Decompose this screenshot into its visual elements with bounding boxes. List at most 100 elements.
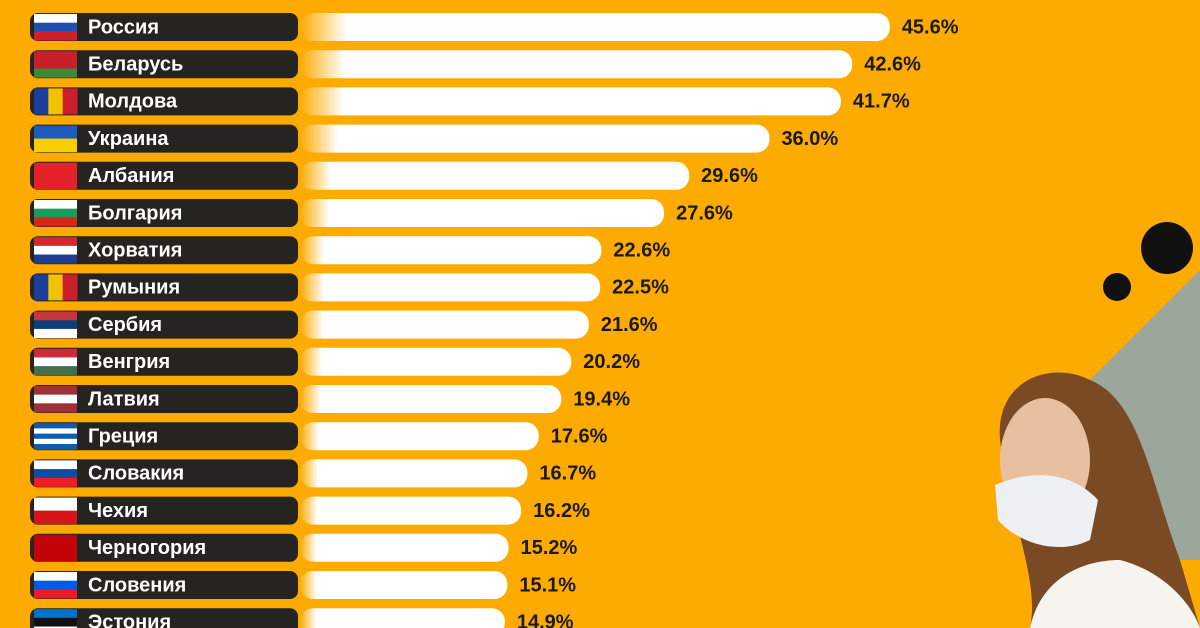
- bar: [300, 533, 509, 562]
- flag-stripe: [34, 510, 77, 525]
- bar: [300, 310, 589, 339]
- flag-stripe: [34, 572, 77, 582]
- flag-stripe: [34, 14, 77, 24]
- bar: [300, 385, 562, 413]
- label-pill: [30, 385, 298, 413]
- bar: [300, 87, 841, 116]
- category-label: Чехия: [88, 500, 148, 522]
- label-pill: [30, 13, 298, 41]
- flag-stripe: [34, 274, 49, 301]
- category-label: Греция: [88, 425, 158, 447]
- label-pill: [30, 273, 298, 302]
- value-label: 41.7%: [853, 91, 910, 113]
- value-label: 16.7%: [539, 463, 596, 485]
- category-label: Сербия: [88, 314, 162, 336]
- bar: [300, 422, 539, 451]
- bar: [300, 459, 528, 488]
- flag-stripe: [34, 497, 77, 512]
- flag-stripe: [34, 444, 77, 450]
- category-label: Эстония: [88, 611, 171, 628]
- bar: [300, 161, 690, 190]
- bar: [300, 608, 505, 628]
- label-pill: [30, 608, 298, 628]
- flag-stripe: [34, 162, 77, 177]
- category-label: Румыния: [88, 277, 180, 299]
- flag-stripe: [34, 200, 77, 210]
- category-label: Хорватия: [88, 239, 182, 261]
- value-label: 15.1%: [519, 574, 576, 596]
- flag-stripe: [34, 68, 77, 78]
- category-label: Латвия: [88, 388, 160, 410]
- value-label: 19.4%: [573, 388, 630, 410]
- bar: [300, 124, 770, 153]
- flag-stripe: [34, 245, 77, 256]
- category-label: Россия: [88, 16, 159, 38]
- flag-stripe: [34, 609, 77, 619]
- value-label: 27.6%: [676, 202, 733, 224]
- flag-stripe: [34, 125, 77, 140]
- value-label: 21.6%: [601, 314, 658, 336]
- bar: [300, 13, 890, 41]
- flag-stripe: [34, 386, 77, 396]
- flag-stripe: [34, 59, 77, 70]
- value-label: 20.2%: [583, 351, 640, 373]
- bar: [300, 236, 602, 265]
- category-label: Молдова: [88, 91, 178, 113]
- category-label: Венгрия: [88, 351, 170, 373]
- flag-stripe: [62, 274, 78, 301]
- bar: [300, 199, 665, 227]
- flag-stripe: [34, 31, 77, 41]
- label-pill: [30, 50, 298, 79]
- label-pill: [30, 422, 298, 451]
- label-pill: [30, 310, 298, 339]
- flag-stripe: [34, 547, 77, 562]
- flag-stripe: [34, 580, 77, 590]
- flag-stripe: [34, 138, 77, 153]
- bar: [300, 571, 508, 599]
- flag-stripe: [34, 589, 77, 599]
- flag-stripe: [34, 357, 77, 367]
- flag-stripe: [34, 534, 77, 549]
- flag-stripe: [34, 217, 77, 227]
- value-label: 15.2%: [521, 537, 578, 559]
- label-pill: [30, 347, 298, 376]
- label-pill: [30, 571, 298, 599]
- value-label: 22.5%: [612, 277, 669, 299]
- category-label: Черногория: [88, 537, 206, 559]
- flag-stripe: [34, 433, 77, 440]
- category-label: Беларусь: [88, 53, 183, 75]
- decoration: [995, 222, 1200, 628]
- flag-stripe: [34, 175, 77, 190]
- value-label: 14.9%: [517, 611, 574, 628]
- label-pill: [30, 161, 298, 190]
- flag-stripe: [34, 22, 77, 32]
- flag-stripe: [34, 428, 77, 435]
- flag-stripe: [34, 403, 77, 413]
- flag-stripe: [34, 348, 77, 358]
- value-label: 45.6%: [902, 16, 959, 38]
- bar: [300, 496, 522, 525]
- value-label: 22.6%: [613, 239, 670, 261]
- flag-stripe: [62, 88, 78, 115]
- flag-stripe: [34, 254, 77, 264]
- category-label: Украина: [88, 128, 169, 150]
- bar: [300, 273, 601, 302]
- flag-stripe: [34, 328, 77, 339]
- category-label: Болгария: [88, 202, 182, 224]
- flag-stripe: [34, 311, 77, 321]
- value-label: 17.6%: [551, 425, 608, 447]
- label-pill: [30, 496, 298, 525]
- flag-stripe: [34, 208, 77, 218]
- flag-stripe: [34, 617, 77, 628]
- flag-stripe: [34, 626, 77, 628]
- flag-stripe: [34, 423, 77, 429]
- category-label: Словения: [88, 574, 186, 596]
- label-pill: [30, 459, 298, 488]
- flag-stripe: [34, 477, 77, 487]
- flag-stripe: [48, 88, 64, 115]
- flag-stripe: [34, 469, 77, 479]
- label-pill: [30, 199, 298, 227]
- flag-stripe: [34, 438, 77, 445]
- flag-stripe: [34, 460, 77, 470]
- value-label: 42.6%: [864, 53, 921, 75]
